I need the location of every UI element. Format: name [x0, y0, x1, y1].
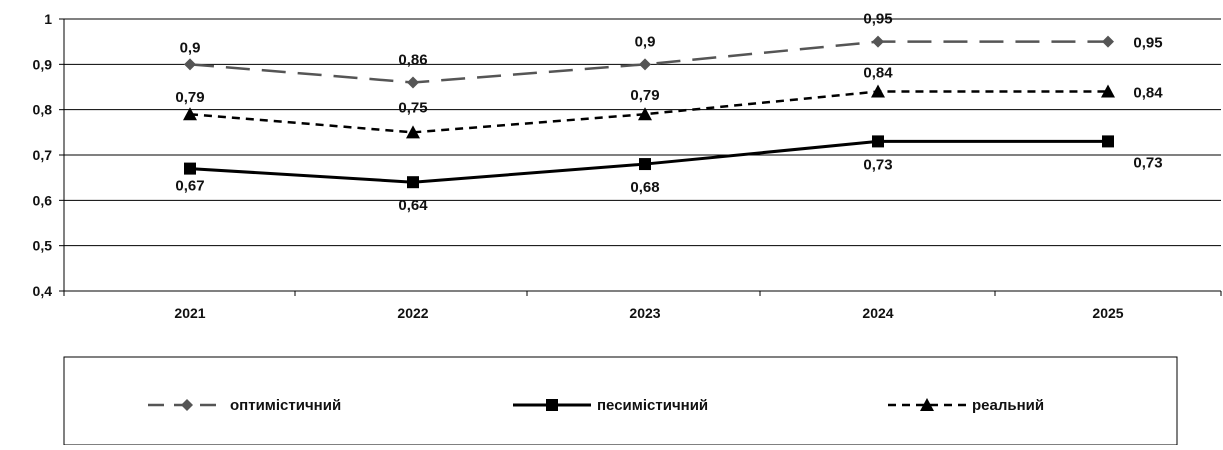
data-point-marker — [1101, 84, 1115, 98]
legend-marker — [920, 398, 934, 411]
y-tick-label: 0,5 — [33, 238, 53, 254]
x-tick-label: 2022 — [397, 305, 428, 321]
data-label: 0,95 — [863, 11, 892, 28]
data-point-marker — [639, 58, 651, 71]
data-labels: 0,9 0,86 0,9 0,95 0,95 0,67 0,64 0,68 0,73 0,73 0,… — [175, 11, 1163, 215]
data-point-marker — [1102, 35, 1114, 48]
data-point-marker — [871, 84, 885, 98]
x-tick-label: 2021 — [174, 305, 205, 321]
legend-marker — [546, 399, 558, 411]
data-point-marker — [406, 125, 420, 139]
series-lines — [183, 35, 1115, 189]
legend-marker — [181, 399, 193, 411]
legend: оптимістичний песимістичний реальний — [63, 356, 1178, 446]
data-label: 0,75 — [398, 99, 427, 116]
x-tick-label: 2023 — [629, 305, 660, 321]
data-point-marker — [184, 162, 196, 175]
x-tick-label: 2024 — [862, 305, 893, 321]
data-label: 0,84 — [863, 65, 893, 82]
data-label: 0,95 — [1133, 35, 1162, 52]
y-tick-label: 0,9 — [33, 56, 53, 72]
legend-label: песимістичний — [597, 397, 708, 414]
data-point-marker — [638, 107, 652, 121]
y-tick-label: 0,8 — [33, 102, 53, 118]
y-tick-label: 0,6 — [33, 192, 53, 208]
axes: 0,4 0,5 0,6 0,7 0,8 0,9 1 2021 2022 2023 2024 2025 — [33, 11, 1222, 321]
data-label: 0,64 — [398, 197, 428, 214]
y-tick-label: 0,4 — [33, 283, 53, 299]
y-tick-label: 0,7 — [33, 147, 53, 163]
data-label: 0,79 — [175, 89, 204, 106]
data-point-marker — [872, 135, 884, 148]
x-tick-label: 2025 — [1092, 305, 1123, 321]
data-label: 0,73 — [1133, 154, 1162, 171]
legend-label: реальний — [972, 397, 1044, 414]
data-label: 0,9 — [180, 39, 201, 56]
data-label: 0,68 — [630, 179, 659, 196]
data-point-marker — [183, 107, 197, 121]
data-label: 0,86 — [398, 51, 427, 68]
data-point-marker — [407, 176, 419, 189]
series-line-оптимістичний — [189, 40, 1108, 84]
grid-lines — [64, 18, 1221, 247]
data-label: 0,9 — [635, 33, 656, 50]
data-point-marker — [407, 76, 419, 89]
y-tick-label: 1 — [44, 11, 52, 27]
data-point-marker — [639, 158, 651, 171]
data-point-marker — [1102, 135, 1114, 148]
data-point-marker — [184, 58, 196, 71]
data-point-marker — [872, 35, 884, 48]
data-label: 0,84 — [1133, 85, 1163, 102]
data-label: 0,73 — [863, 156, 892, 173]
data-label: 0,67 — [175, 178, 204, 195]
legend-label: оптимістичний — [230, 397, 341, 414]
data-label: 0,79 — [630, 87, 659, 104]
